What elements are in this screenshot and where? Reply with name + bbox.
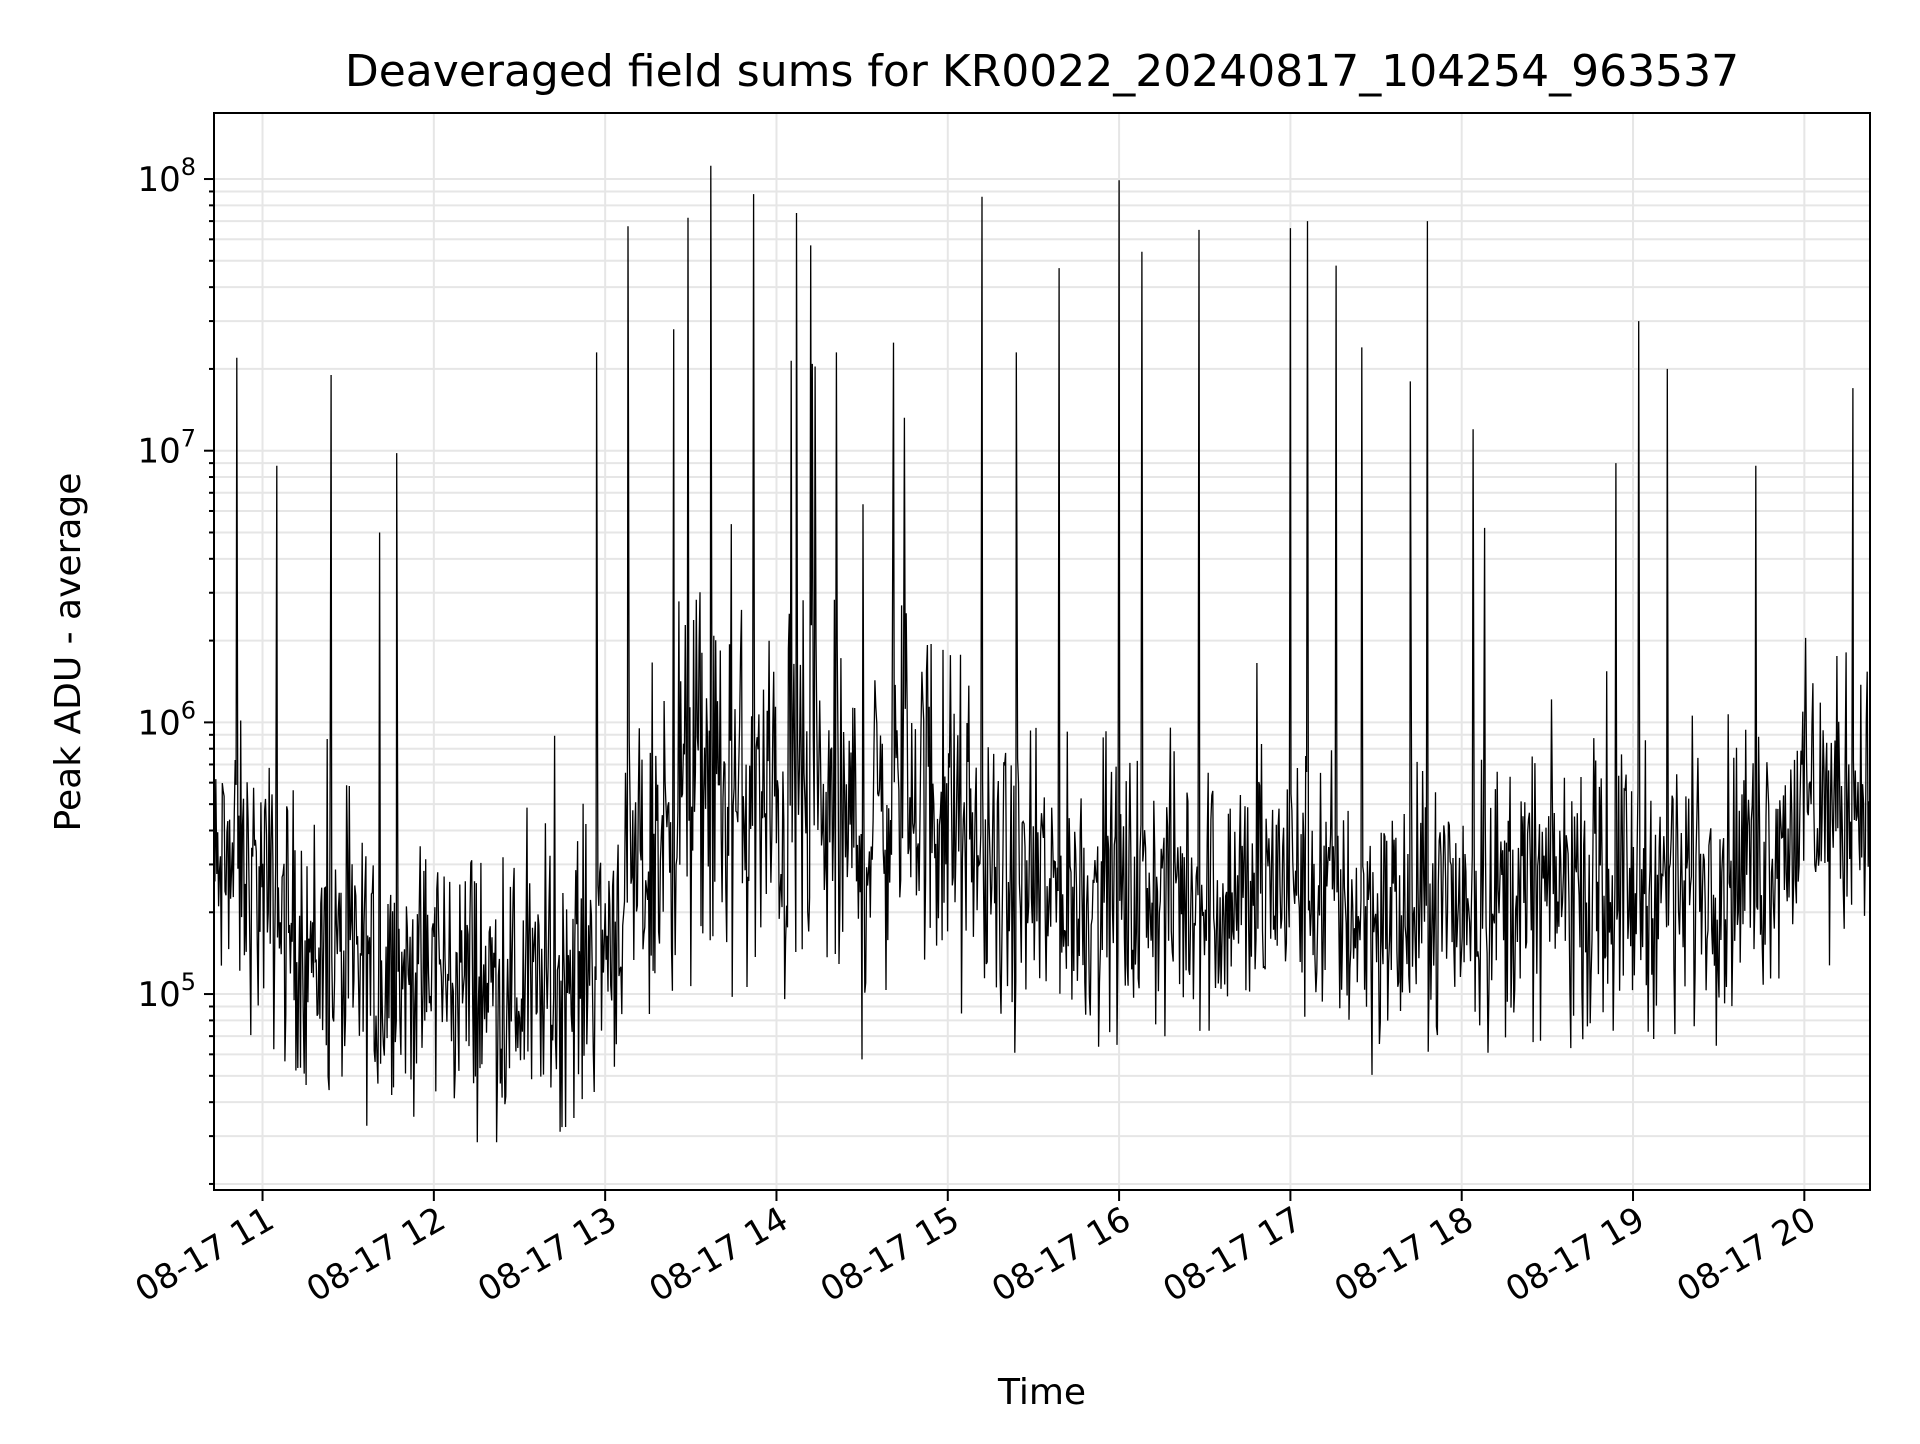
y-tick-label: 107	[137, 425, 196, 472]
tick-layer	[204, 178, 1806, 1201]
y-tick-label: 106	[137, 696, 196, 743]
chart-title: Deaveraged field sums for KR0022_2024081…	[345, 46, 1739, 97]
data-line-layer	[213, 165, 1871, 1143]
y-tick-label: 105	[137, 968, 196, 1015]
y-tick-label: 108	[137, 153, 196, 200]
y-axis-label: Peak ADU - average	[48, 473, 89, 832]
grid-layer	[214, 113, 1870, 1190]
x-axis-label: Time	[997, 1372, 1086, 1413]
y-tick-labels: 105 106 107 108	[137, 153, 196, 1015]
plot-area-frame	[213, 112, 1871, 1191]
data-series-line	[213, 165, 1871, 1143]
